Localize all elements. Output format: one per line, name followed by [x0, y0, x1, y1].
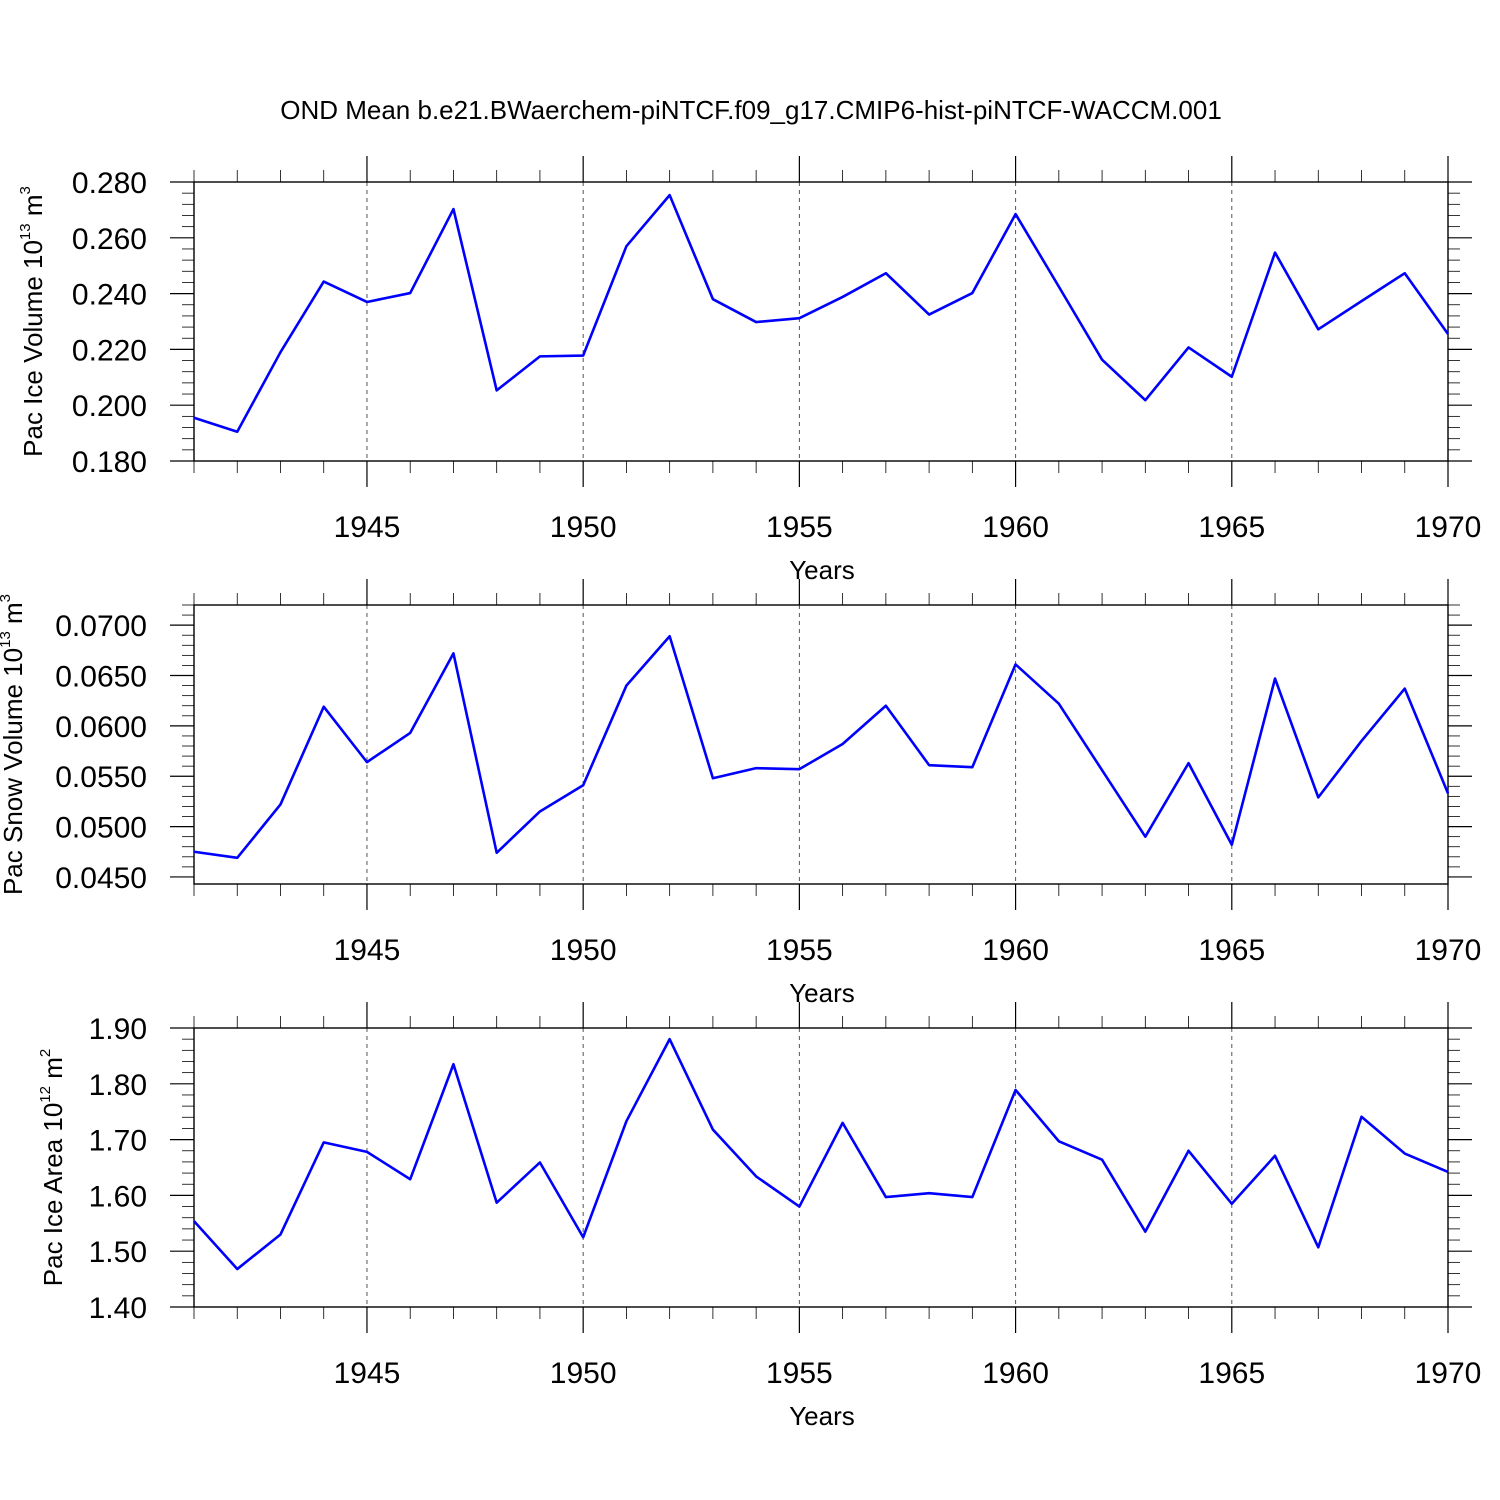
x-tick-label: 1965	[1198, 511, 1265, 544]
y-tick-label: 0.0650	[55, 661, 147, 694]
y-tick-label: 0.260	[72, 223, 147, 256]
x-axis-label: Years	[789, 1401, 855, 1431]
x-tick-label: 1970	[1415, 1357, 1482, 1390]
y-tick-label: 0.0550	[55, 761, 147, 794]
y-axis-label-unit-exponent: 3	[17, 186, 34, 194]
y-tick-label: 0.280	[72, 167, 147, 200]
y-axis-label-unit: m	[38, 1057, 68, 1086]
x-tick-label: 1970	[1415, 511, 1482, 544]
series-line	[193, 193, 1450, 434]
y-axis-label: Pac Ice Area 1012 m2	[37, 1049, 68, 1286]
y-axis-label-unit: m	[18, 194, 48, 223]
x-axis-label: Years	[789, 978, 855, 1008]
x-tick-label: 1950	[550, 934, 617, 967]
y-axis-label-unit-exponent: 2	[37, 1049, 54, 1057]
y-axis-label-exponent: 13	[0, 631, 14, 648]
x-tick-label: 1965	[1198, 934, 1265, 967]
x-tick-label: 1955	[766, 1357, 833, 1390]
chart-title: OND Mean b.e21.BWaerchem-piNTCF.f09_g17.…	[280, 95, 1222, 125]
y-tick-label: 1.60	[89, 1180, 147, 1213]
y-tick-label: 1.70	[89, 1125, 147, 1158]
plot-frame	[193, 181, 1449, 462]
x-tick-label: 1955	[766, 511, 833, 544]
x-tick-label: 1945	[334, 511, 401, 544]
panels: 0.180 0.200 0.220 0.240 0.260 0.280 1945 1950 19…	[0, 156, 1481, 1431]
x-tick-label: 1960	[982, 511, 1049, 544]
x-tick-label: 1950	[550, 511, 617, 544]
y-tick-label: 0.240	[72, 279, 147, 312]
y-tick-label: 0.0600	[55, 711, 147, 744]
y-tick-label: 0.180	[72, 446, 147, 479]
x-tick-label: 1945	[334, 1357, 401, 1390]
y-axis-label-text: Pac Ice Area 10	[38, 1103, 68, 1287]
panel-2: 0.0450 0.0500 0.0550 0.0600 0.0650 0.0700 1945…	[0, 579, 1481, 1008]
y-axis-label-unit: m	[0, 602, 28, 631]
y-tick-label: 1.80	[89, 1069, 147, 1102]
x-tick-label: 1960	[982, 1357, 1049, 1390]
x-tick-label: 1960	[982, 934, 1049, 967]
series-line	[193, 634, 1450, 860]
y-tick-label: 0.200	[72, 390, 147, 423]
y-axis-label: Pac Ice Volume 1013 m3	[17, 186, 48, 457]
y-axis-label-text: Pac Snow Volume 10	[0, 648, 28, 895]
y-axis-label: Pac Snow Volume 1013 m3	[0, 594, 28, 895]
series-line	[193, 1037, 1449, 1271]
y-tick-label: 0.220	[72, 334, 147, 367]
y-tick-label: 1.90	[89, 1013, 147, 1046]
y-tick-label: 1.40	[89, 1292, 147, 1325]
panel-1: 0.180 0.200 0.220 0.240 0.260 0.280 1945 1950 19…	[17, 156, 1481, 585]
x-tick-label: 1945	[334, 934, 401, 967]
y-tick-label: 0.0450	[55, 862, 147, 895]
y-tick-label: 0.0500	[55, 812, 147, 845]
plot-frame	[193, 1027, 1449, 1308]
x-axis-label: Years	[789, 555, 855, 585]
y-axis-label-exponent: 12	[37, 1086, 54, 1103]
y-axis-label-exponent: 13	[17, 223, 34, 240]
x-tick-label: 1950	[550, 1357, 617, 1390]
y-axis-label-text: Pac Ice Volume 10	[18, 240, 48, 457]
x-tick-label: 1970	[1415, 934, 1482, 967]
plot-frame	[193, 604, 1449, 885]
y-tick-label: 1.50	[89, 1236, 147, 1269]
y-tick-label: 0.0700	[55, 610, 147, 643]
x-tick-label: 1965	[1198, 1357, 1265, 1390]
y-axis-label-unit-exponent: 3	[0, 594, 14, 602]
panel-3: 1.40 1.50 1.60 1.70 1.80 1.90 1945 1950 1955 1960…	[37, 1002, 1481, 1431]
x-tick-label: 1955	[766, 934, 833, 967]
